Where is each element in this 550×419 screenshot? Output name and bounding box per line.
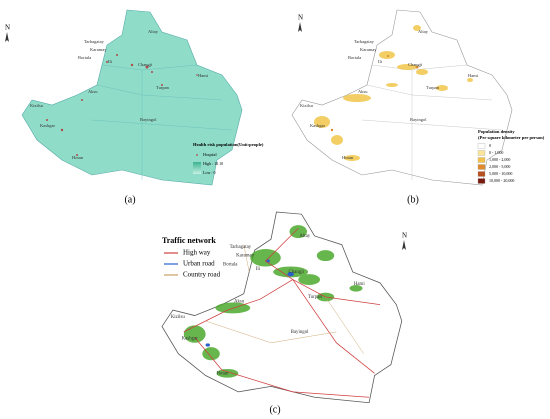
caption: (c)	[269, 404, 280, 415]
legend-swatch	[477, 178, 486, 184]
region-label: Turpan	[426, 85, 440, 90]
legend-swatch	[477, 150, 486, 156]
region-label: Karamay	[90, 47, 107, 52]
region-label: Karamay	[236, 254, 254, 259]
legend-title: Health risk population(Unit:people)	[193, 142, 264, 147]
region-label: Hotan	[217, 371, 230, 376]
legend-label: Country road	[183, 271, 221, 279]
region-label: Ili	[108, 59, 113, 64]
region-label: Hami	[198, 73, 209, 78]
region-label: Hotan	[342, 155, 354, 160]
region-label: Changji	[138, 62, 153, 67]
caption: (b)	[407, 194, 419, 205]
region-label: Hami	[354, 282, 366, 287]
region-label: Aksu	[234, 300, 245, 305]
region-label: Turpan	[308, 295, 323, 300]
legend-label: High : 10.10	[203, 161, 223, 166]
region-label: Bayingol	[291, 330, 310, 335]
region-label: Bortala	[348, 55, 361, 60]
north-arrow-icon	[402, 240, 406, 250]
region-label: Turpan	[156, 85, 170, 90]
legend-subtitle: (Per square kilometer per person)	[478, 135, 545, 140]
caption: (a)	[124, 194, 135, 205]
legend-label: Hospital	[203, 152, 217, 157]
region-label: Kizilsu	[171, 315, 186, 320]
region-label: Changji	[288, 270, 304, 275]
region-label: Tarbagatay	[354, 39, 375, 44]
region-label: Bortala	[223, 262, 238, 267]
region-label: Altay	[148, 29, 159, 34]
legend-swatch	[477, 143, 486, 149]
region-label: Kashgar	[182, 337, 199, 342]
north-arrow: N	[298, 14, 303, 22]
legend-symbol	[196, 154, 198, 156]
region-label: Bayingol	[410, 117, 427, 122]
legend-label: 5,000 - 10,000	[489, 171, 512, 177]
region-label: Altay	[299, 234, 310, 239]
region-label: Kizilsu	[300, 103, 314, 108]
map-a: Altay Tarbagatay Karamay Bortala Ili Changji H…	[21, 9, 243, 186]
region-label: Karamay	[360, 47, 377, 52]
legend-label: 2,000 - 5,000	[489, 164, 510, 170]
legend-title: Traffic network	[162, 236, 216, 245]
north-arrow: N	[5, 24, 10, 32]
region-label: Tarbagatay	[84, 39, 105, 44]
north-arrow: N	[402, 232, 407, 240]
region-label: Tarbagatay	[230, 245, 252, 250]
legend-label: Low : 0	[203, 170, 215, 175]
region-label: Aksu	[358, 89, 368, 94]
legend-swatch	[477, 164, 486, 170]
legend-label: 1,000 - 2,000	[489, 157, 510, 163]
region-label: Aksu	[88, 89, 98, 94]
legend-label: 10,000 - 20,000	[489, 178, 514, 184]
region-label: Ili	[378, 59, 383, 64]
legend-label: 0 - 1,000	[489, 150, 503, 156]
region-label: Altay	[418, 29, 429, 34]
region-label: Hotan	[72, 155, 84, 160]
legend-swatch	[477, 171, 486, 177]
north-arrow-icon	[5, 32, 9, 42]
legend-ramp	[193, 162, 201, 174]
region-label: Bortala	[78, 55, 91, 60]
region-label: Kizilsu	[30, 103, 44, 108]
region-label: Ili	[256, 267, 261, 272]
legend-swatch	[477, 157, 486, 163]
region-label: Hami	[468, 73, 479, 78]
legend-label: Urban road	[183, 260, 215, 268]
region-label: Kashgar	[40, 123, 55, 128]
region-label: Bayingol	[140, 117, 157, 122]
map-b: Altay Tarbagatay Karamay Bortala Ili Changji H…	[291, 9, 513, 186]
north-arrow-icon	[298, 22, 302, 32]
region-label: Kashgar	[310, 123, 325, 128]
legend-title: Population density	[478, 129, 515, 134]
map-c: Altay Tarbagatay Karamay Bortala Ili Changji H…	[161, 211, 403, 404]
legend-label: 0	[489, 143, 491, 148]
legend-label: High way	[183, 249, 211, 257]
region-label: Changji	[408, 62, 423, 67]
